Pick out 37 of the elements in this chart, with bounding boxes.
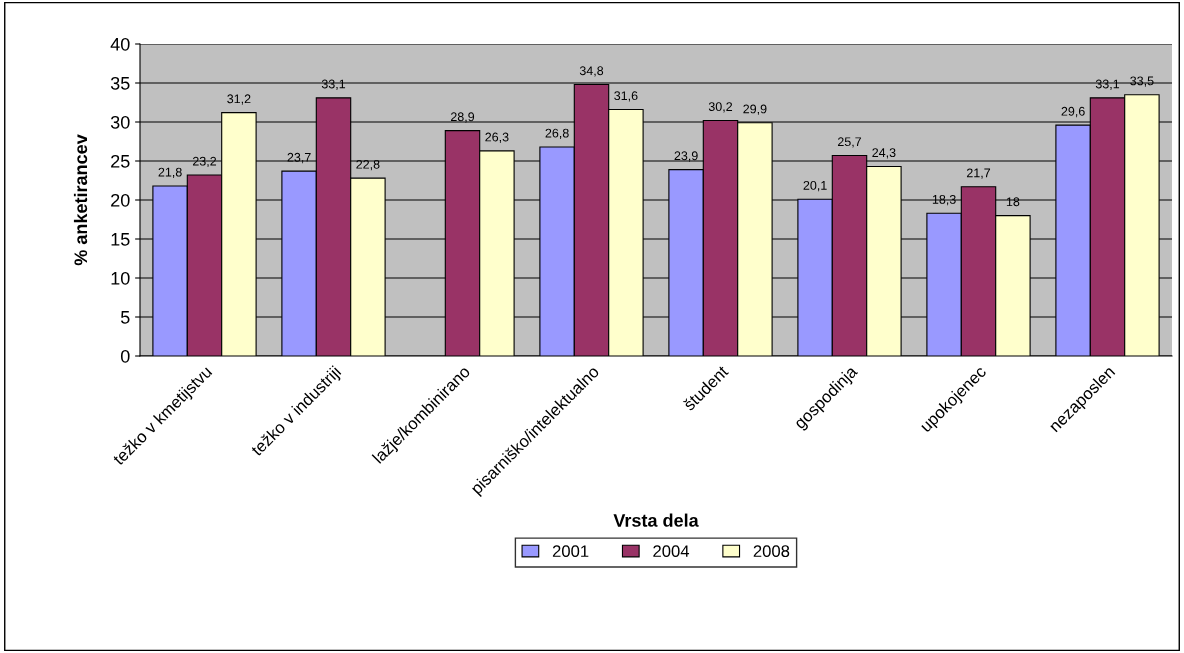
data-label: 18,3 — [932, 194, 956, 206]
x-axis-title: Vrsta dela — [613, 513, 699, 527]
y-tick-label: 5 — [120, 311, 130, 324]
data-label: 33,1 — [321, 79, 346, 90]
y-tick-label: 40 — [110, 37, 130, 51]
data-label: 22,8 — [356, 159, 380, 171]
data-label: 21,8 — [158, 167, 182, 179]
data-label: 29,9 — [743, 104, 767, 115]
data-label: 31,6 — [614, 91, 638, 102]
data-label: 24,3 — [872, 148, 896, 159]
data-label: 34,8 — [579, 66, 604, 77]
data-label: 20,1 — [803, 180, 827, 192]
data-label: 25,7 — [837, 137, 862, 148]
data-label: 30,2 — [708, 102, 733, 113]
legend-label: 2001 — [552, 545, 589, 558]
data-label: 18 — [1006, 197, 1020, 207]
data-label: 28,9 — [450, 112, 475, 123]
data-label: 33,1 — [1095, 79, 1120, 90]
data-label: 21,7 — [966, 168, 991, 179]
legend-label: 2008 — [753, 545, 790, 558]
data-label: 33,5 — [1130, 76, 1154, 87]
data-label: 23,7 — [287, 152, 311, 164]
data-label: 29,6 — [1061, 106, 1085, 118]
data-label: 31,2 — [227, 94, 251, 105]
data-label: 23,9 — [674, 151, 698, 162]
y-tick-label: 25 — [111, 154, 130, 168]
y-tick-label: 15 — [111, 233, 130, 246]
y-tick-label: 35 — [110, 76, 130, 90]
y-tick-label: 30 — [110, 115, 130, 129]
data-label: 26,8 — [545, 128, 569, 140]
y-tick-label: 0 — [120, 349, 130, 363]
data-label: 26,3 — [485, 132, 509, 143]
data-label: 23,2 — [192, 156, 217, 168]
y-tick-label: 20 — [111, 193, 130, 207]
y-tick-label: 10 — [111, 271, 130, 285]
y-axis-title: % anketirancev — [73, 134, 88, 266]
legend-label: 2004 — [653, 545, 690, 558]
